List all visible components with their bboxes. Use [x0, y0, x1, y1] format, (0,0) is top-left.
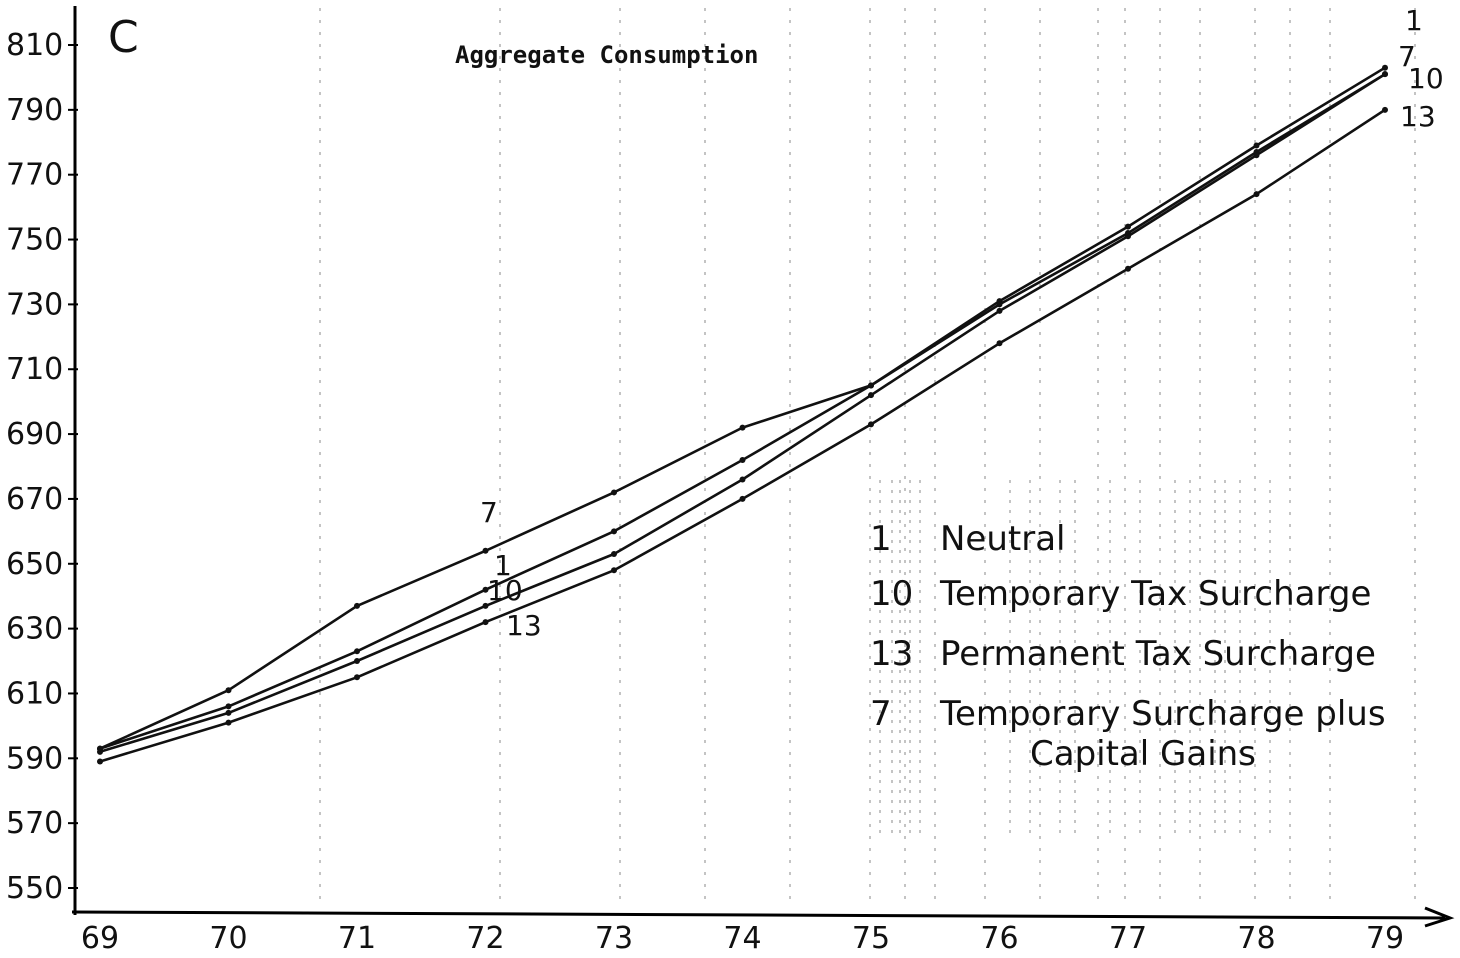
- data-point: [1253, 191, 1260, 198]
- data-point: [225, 709, 232, 716]
- data-point: [225, 719, 232, 726]
- data-point: [996, 301, 1003, 308]
- legend-text: Neutral: [940, 519, 1066, 559]
- y-tick-label: 790: [6, 93, 63, 128]
- data-point: [868, 392, 874, 399]
- axes: [71, 6, 1455, 928]
- legend-number: 7: [870, 694, 892, 734]
- x-tick-label: 79: [1366, 921, 1404, 956]
- data-point: [611, 567, 617, 574]
- x-axis: [71, 910, 1446, 920]
- data-point: [354, 658, 360, 665]
- data-point: [868, 421, 874, 428]
- x-tick-label: 71: [338, 921, 376, 956]
- data-point: [739, 457, 746, 464]
- data-point: [225, 687, 232, 694]
- y-tick-label: 550: [6, 871, 63, 906]
- legend: 1 Neutral 10 Temporary Tax Surcharge 13 Perma…: [870, 519, 1386, 774]
- x-tick-label: 73: [595, 921, 633, 956]
- series-label-mid: 1: [494, 549, 512, 582]
- data-point: [97, 758, 103, 765]
- series-label-mid: 7: [480, 496, 498, 529]
- data-point: [1125, 223, 1131, 230]
- y-tick-label: 730: [6, 287, 63, 322]
- x-tick-labels: 69 70 71 72 73 74 75 76 77 78 79: [81, 921, 1404, 956]
- data-point: [482, 547, 489, 554]
- x-tick-label: 72: [466, 921, 504, 956]
- x-tick-label: 78: [1237, 921, 1275, 956]
- data-point: [739, 476, 746, 483]
- data-point: [1253, 152, 1260, 159]
- y-tick-label: 650: [6, 547, 63, 582]
- series-label-end: 7: [1398, 40, 1416, 73]
- legend-text: Permanent Tax Surcharge: [940, 634, 1376, 674]
- legend-number: 10: [870, 574, 913, 614]
- legend-text: Temporary Tax Surcharge: [939, 574, 1371, 614]
- series-label-mid: 13: [506, 609, 542, 642]
- data-point: [354, 648, 360, 655]
- y-tick-label: 810: [6, 28, 63, 63]
- panel-letter: C: [108, 12, 139, 63]
- data-point: [611, 528, 617, 535]
- y-tick-label: 590: [6, 741, 63, 776]
- data-point: [611, 489, 617, 496]
- data-point: [1382, 64, 1388, 71]
- data-point: [354, 674, 360, 681]
- data-point: [1382, 106, 1388, 113]
- legend-number: 1: [870, 519, 892, 559]
- chart-title: Aggregate Consumption: [455, 41, 758, 69]
- y-tick-label: 770: [6, 158, 63, 193]
- data-point: [225, 703, 232, 710]
- data-point: [97, 748, 103, 755]
- data-point: [1382, 71, 1388, 78]
- data-point: [482, 602, 489, 609]
- y-tick-label: 670: [6, 482, 63, 517]
- legend-text-line2: Capital Gains: [1030, 734, 1256, 774]
- x-tick-label: 69: [81, 921, 119, 956]
- x-tick-label: 70: [209, 921, 247, 956]
- data-point: [1253, 142, 1260, 149]
- series-label-end: 13: [1400, 100, 1436, 133]
- x-tick-label: 76: [980, 921, 1018, 956]
- data-point: [482, 586, 489, 593]
- y-tick-label: 630: [6, 612, 63, 647]
- legend-text: Temporary Surcharge plus: [939, 694, 1386, 734]
- data-point: [868, 382, 874, 389]
- y-tick-label: 690: [6, 417, 63, 452]
- data-point: [1125, 233, 1131, 240]
- data-point: [996, 307, 1003, 314]
- series-lines: [97, 64, 1388, 765]
- series-label-mid: 10: [487, 574, 523, 607]
- data-point: [739, 495, 746, 502]
- x-tick-label: 77: [1109, 921, 1147, 956]
- data-point: [996, 340, 1003, 347]
- x-tick-label: 75: [852, 921, 890, 956]
- data-point: [611, 551, 617, 558]
- x-tick-label: 74: [723, 921, 761, 956]
- data-point: [482, 619, 489, 626]
- x-axis-arrow: [1424, 906, 1455, 928]
- data-point: [739, 424, 746, 431]
- y-tick-label: 750: [6, 223, 63, 258]
- legend-number: 13: [870, 634, 913, 674]
- y-tick-label: 610: [6, 676, 63, 711]
- series-label-end: 1: [1405, 4, 1423, 37]
- y-tick-label: 710: [6, 352, 63, 387]
- data-point: [1125, 265, 1131, 272]
- data-point: [354, 602, 360, 609]
- y-tick-label: 570: [6, 806, 63, 841]
- series-label-end: 10: [1408, 62, 1444, 95]
- y-tick-labels: 550 570 590 610 630 650 670 690 710 730 750 770 790 8…: [6, 28, 78, 906]
